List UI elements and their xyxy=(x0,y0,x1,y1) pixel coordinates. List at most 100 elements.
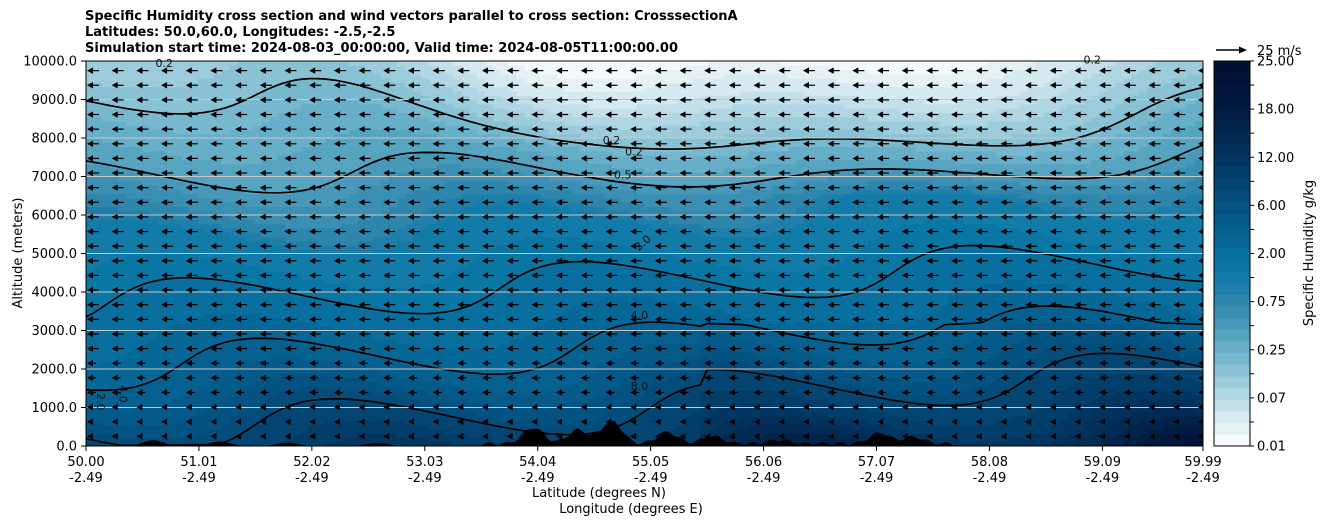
field-cell xyxy=(429,283,438,289)
field-cell xyxy=(285,369,295,374)
field-cell xyxy=(205,390,215,396)
field-cell xyxy=(325,407,334,413)
field-cell xyxy=(109,133,119,139)
field-cell xyxy=(86,343,95,349)
field-cell xyxy=(301,180,310,186)
field-cell xyxy=(181,343,191,349)
field-cell xyxy=(93,116,103,122)
field-cell xyxy=(389,437,398,443)
field-cell xyxy=(309,270,318,276)
field-cell xyxy=(445,249,454,255)
field-cell xyxy=(101,138,111,143)
field-cell xyxy=(309,292,318,297)
field-cell xyxy=(453,133,462,139)
field-cell xyxy=(93,262,103,267)
field-cell xyxy=(213,347,223,353)
field-cell xyxy=(293,172,303,178)
field-cell xyxy=(277,142,287,148)
field-cell xyxy=(213,116,223,122)
field-cell xyxy=(429,398,438,404)
field-cell xyxy=(317,125,326,131)
field-cell xyxy=(381,373,390,379)
field-cell xyxy=(484,317,494,323)
field-cell xyxy=(109,262,119,267)
field-cell xyxy=(389,330,398,336)
field-cell xyxy=(253,279,263,285)
field-cell xyxy=(117,108,127,113)
field-cell xyxy=(309,394,318,400)
field-cell xyxy=(349,236,358,242)
field-cell xyxy=(165,300,175,306)
field-cell xyxy=(197,334,207,340)
field-cell xyxy=(325,90,334,96)
field-cell xyxy=(293,343,303,349)
field-cell xyxy=(141,433,151,439)
field-cell xyxy=(317,279,326,285)
field-cell xyxy=(365,236,374,242)
field-cell xyxy=(317,292,326,297)
field-cell xyxy=(109,176,119,182)
field-cell xyxy=(269,330,279,336)
field-cell xyxy=(413,86,422,92)
field-cell xyxy=(253,103,263,109)
field-cell xyxy=(245,73,255,79)
field-cell xyxy=(357,99,366,105)
field-cell xyxy=(293,270,303,276)
field-cell xyxy=(293,411,303,417)
field-cell xyxy=(341,407,350,413)
field-cell xyxy=(317,112,326,118)
field-cell xyxy=(500,420,510,426)
field-cell xyxy=(468,240,478,246)
field-cell xyxy=(293,232,303,237)
field-cell xyxy=(197,240,207,246)
field-cell xyxy=(309,65,318,71)
field-cell xyxy=(277,411,287,417)
field-cell xyxy=(237,321,247,327)
field-cell xyxy=(341,373,350,379)
field-cell xyxy=(460,373,470,379)
field-cell xyxy=(437,356,446,362)
field-cell xyxy=(117,373,127,379)
field-cell xyxy=(117,86,127,92)
field-cell xyxy=(293,210,303,216)
field-cell xyxy=(261,398,271,404)
field-cell xyxy=(349,61,358,66)
field-cell xyxy=(429,416,438,421)
field-cell xyxy=(253,377,263,383)
field-cell xyxy=(357,86,366,92)
field-cell xyxy=(109,411,119,417)
field-cell xyxy=(484,99,494,105)
field-cell xyxy=(117,129,127,135)
field-cell xyxy=(181,219,191,225)
field-cell xyxy=(197,360,207,366)
field-cell xyxy=(516,180,526,186)
field-cell xyxy=(437,394,446,400)
field-cell xyxy=(309,108,318,113)
field-cell xyxy=(325,116,334,122)
field-cell xyxy=(301,309,310,314)
field-cell xyxy=(93,326,103,332)
field-cell xyxy=(357,133,366,139)
field-cell xyxy=(221,78,231,83)
field-cell xyxy=(141,90,151,96)
field-cell xyxy=(445,386,454,391)
field-cell xyxy=(253,394,263,400)
field-cell xyxy=(468,351,478,357)
field-cell xyxy=(476,193,486,199)
field-cell xyxy=(205,99,215,105)
field-cell xyxy=(237,369,247,374)
field-cell xyxy=(213,163,223,169)
field-cell xyxy=(524,364,534,370)
field-cell xyxy=(101,441,111,446)
field-cell xyxy=(189,223,199,229)
field-cell xyxy=(508,326,518,332)
field-cell xyxy=(253,185,263,190)
field-cell xyxy=(460,347,470,353)
field-cell xyxy=(189,219,199,225)
field-cell xyxy=(197,386,207,391)
field-cell xyxy=(389,390,398,396)
field-cell xyxy=(189,326,199,332)
field-cell xyxy=(357,61,366,66)
field-cell xyxy=(429,206,438,212)
field-cell xyxy=(445,428,454,434)
